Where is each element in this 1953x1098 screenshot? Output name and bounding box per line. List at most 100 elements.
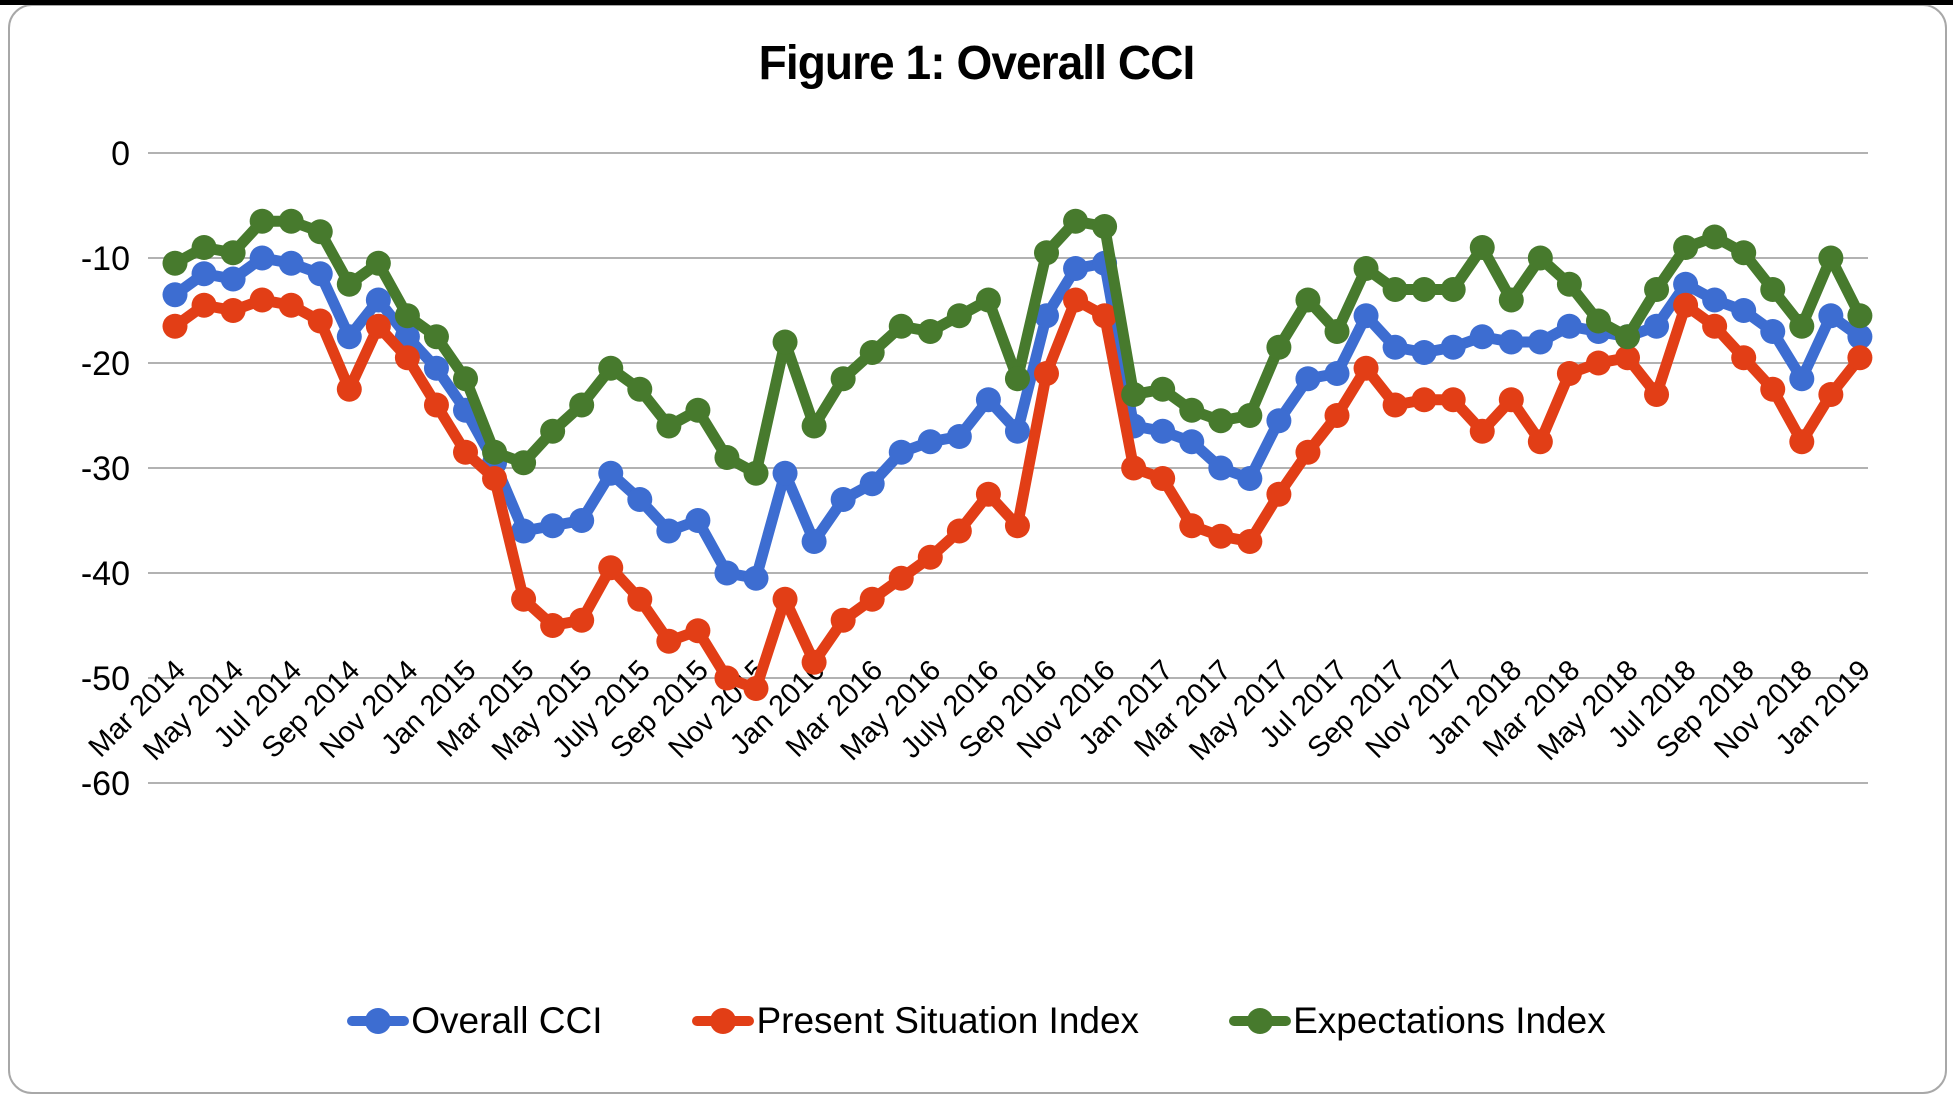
data-point-marker [278,208,304,234]
data-point-marker [1469,235,1495,260]
data-point-marker [249,287,275,313]
series-expectations-index [162,208,1873,486]
data-point-marker [1556,313,1582,339]
data-point-marker [569,607,595,633]
y-axis-tick-labels: 0 -10 -20 -30 -40 -50 -60 [81,135,130,803]
data-point-marker [1324,403,1350,428]
data-point-marker [1644,277,1670,302]
data-point-marker [220,266,246,292]
data-point-marker [830,487,856,512]
data-point-marker [162,282,188,308]
data-point-marker [162,313,188,339]
data-point-marker [830,366,856,392]
data-point-marker [1556,361,1582,386]
data-point-marker [1063,256,1089,281]
data-point-marker [162,250,188,276]
data-point-marker [743,565,769,591]
data-point-marker [1353,303,1379,329]
data-point-marker [801,413,827,439]
data-point-marker [307,308,333,334]
series-overall-cci [162,245,1873,591]
data-point-marker [888,565,914,591]
data-point-marker [1034,240,1059,266]
data-point-marker [1818,245,1844,271]
legend-label: Expectations Index [1293,1000,1606,1041]
data-point-marker [685,618,711,644]
data-point-marker [888,439,914,465]
data-point-marker [1382,392,1408,418]
data-point-marker [423,355,449,381]
data-point-marker [540,418,566,444]
data-point-marker [540,613,566,638]
data-point-marker [1469,418,1495,444]
data-point-marker [220,240,246,266]
data-point-marker [1673,235,1699,260]
data-point-marker [1034,303,1059,329]
data-point-marker [1440,277,1466,302]
data-point-marker [1789,429,1815,455]
data-point-marker [859,340,885,365]
data-point-marker [1469,324,1495,350]
data-point-marker [1673,292,1699,318]
data-point-marker [1760,319,1786,344]
y-axis-tick-label: -40 [81,555,130,593]
data-point-marker [365,287,391,313]
data-point-marker [801,529,827,554]
series-lines [162,208,1873,701]
data-point-marker [772,586,798,612]
data-point-marker [1585,308,1611,334]
data-point-marker [1498,287,1524,313]
data-point-marker [656,518,682,544]
data-point-marker [1237,466,1263,491]
data-point-marker [946,424,972,449]
y-axis-tick-label: -20 [81,345,130,383]
data-point-marker [1324,319,1350,344]
data-point-marker [1847,345,1873,371]
data-point-marker [1818,303,1844,329]
y-axis-tick-label: -10 [81,240,130,278]
data-point-marker [1673,271,1699,297]
data-point-marker [365,250,391,276]
data-point-marker [569,508,595,533]
data-point-marker [1092,214,1118,239]
data-point-marker [336,324,362,350]
legend-label: Present Situation Index [756,1000,1140,1041]
data-point-marker [598,355,624,381]
data-point-marker [249,208,275,234]
data-point-marker [1527,245,1553,271]
data-point-marker [685,508,711,533]
data-point-marker [1702,224,1728,250]
data-point-marker [336,376,362,402]
data-point-marker [1150,376,1176,402]
data-point-marker [423,392,449,418]
data-point-marker [656,628,682,654]
window-top-edge [0,0,1953,5]
data-point-marker [946,303,972,329]
data-point-marker [1237,403,1263,428]
data-point-marker [743,460,769,486]
data-point-marker [1063,287,1089,313]
data-point-marker [191,292,217,318]
data-point-marker [1731,298,1757,323]
data-point-marker [511,518,537,544]
data-point-marker [714,445,740,470]
data-point-marker [685,397,711,423]
data-point-marker [598,460,624,486]
data-point-marker [1004,366,1030,392]
data-point-marker [1498,387,1524,413]
data-point-marker [772,329,798,355]
data-point-marker [859,586,885,612]
data-point-marker [1295,439,1321,465]
data-point-marker [1353,256,1379,281]
data-point-marker [1004,513,1030,539]
gridlines [148,152,1868,784]
data-point-marker [1382,277,1408,302]
chart-title: Figure 1: Overall CCI [758,37,1196,90]
data-point-marker [1266,481,1292,507]
data-point-marker [394,345,420,371]
legend-line-marker-icon [347,1007,410,1035]
data-point-marker [1498,329,1524,355]
legend-item: Expectations Index [1229,1000,1606,1042]
